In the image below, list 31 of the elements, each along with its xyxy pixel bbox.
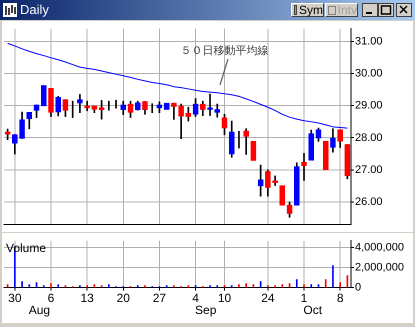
text: Sym [291, 3, 324, 17]
x-tick-label: 24 [261, 291, 275, 306]
x-tick-label: 8 [336, 291, 344, 306]
candlestick [250, 140, 256, 161]
candlestick [279, 185, 286, 206]
y-tick-label: 31.00 [355, 35, 383, 48]
y-tick-label: 29.00 [355, 100, 383, 112]
candlestick [40, 85, 47, 106]
x-tick-label: 6 [48, 291, 55, 306]
y-tick-label: 28.00 [355, 132, 383, 144]
x-tick-label: 20 [116, 291, 130, 306]
x-tick-label: 30 [8, 291, 22, 306]
x-tick-label: 4 [192, 291, 200, 306]
x-tick-label: 10 [218, 291, 232, 306]
y-tick-label: 30.00 [355, 68, 383, 80]
x-tick-label: 27 [152, 291, 166, 306]
x-tick-label: 13 [80, 291, 94, 306]
text: Sep [195, 302, 217, 317]
text: Oct [303, 302, 323, 317]
y-tick-label: 4,000,000 [355, 242, 404, 254]
y-tick-label: 27.00 [355, 164, 383, 176]
y-tick-label: 0 [355, 282, 362, 294]
text: Aug [28, 302, 50, 317]
candlestick [164, 102, 170, 110]
y-tick-label: 26.00 [355, 196, 383, 208]
annotation: ５０日移動平均線 [180, 45, 268, 58]
candlestick [301, 153, 307, 181]
y-tick-label: 2,000,000 [355, 262, 404, 274]
candlestick [322, 140, 329, 170]
chart-title: Daily [20, 2, 49, 17]
x-tick-label: 1 [300, 291, 308, 306]
